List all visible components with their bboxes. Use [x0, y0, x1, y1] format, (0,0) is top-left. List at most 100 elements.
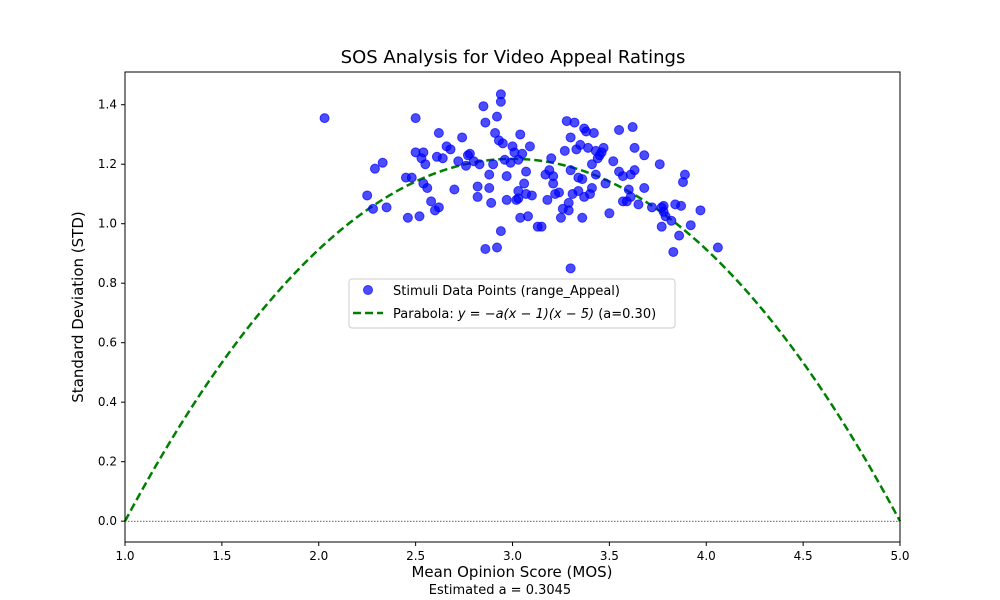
x-tick-label: 2.0: [309, 549, 328, 563]
legend: Stimuli Data Points (range_Appeal) Parab…: [348, 278, 676, 329]
data-point: [658, 200, 669, 211]
data-point: [656, 221, 667, 232]
data-point: [647, 202, 657, 213]
data-point: [604, 208, 615, 219]
y-tick-label: 1.4: [98, 98, 117, 112]
data-point: [695, 205, 706, 216]
data-point: [484, 169, 495, 180]
data-point: [484, 183, 495, 194]
data-point: [523, 211, 533, 222]
legend-box: [348, 278, 676, 329]
data-point: [676, 200, 687, 211]
data-point: [492, 242, 502, 253]
plot-area: [123, 71, 902, 543]
data-point: [536, 221, 547, 232]
data-point: [420, 159, 431, 170]
chart-title: SOS Analysis for Video Appeal Ratings: [341, 47, 686, 68]
data-point: [554, 187, 564, 198]
data-point: [548, 171, 559, 182]
data-point: [495, 226, 506, 237]
data-point: [381, 202, 392, 213]
y-axis-ticks: 0.0 0.2 0.4 0.6 0.8 1.0 1.2 1.4: [98, 98, 125, 528]
data-point: [627, 122, 638, 133]
data-point: [586, 183, 597, 194]
data-point: [521, 166, 532, 177]
data-point: [501, 194, 512, 205]
legend-label-curve: Parabola: y = −a(x − 1)(x − 5) (a=0.30): [393, 307, 656, 322]
data-point: [422, 183, 433, 194]
data-point: [588, 127, 599, 138]
data-point: [654, 159, 665, 170]
data-point: [488, 159, 499, 170]
data-point: [497, 138, 508, 149]
y-tick-label: 0.0: [98, 514, 117, 528]
y-axis-title: Standard Deviation (STD): [69, 211, 87, 402]
data-point: [598, 142, 609, 153]
y-tick-label: 0.8: [98, 276, 117, 290]
data-point: [453, 156, 464, 167]
data-point: [519, 178, 530, 189]
data-point: [633, 199, 644, 210]
x-tick-label: 3.0: [503, 549, 522, 563]
x-tick-label: 2.5: [406, 549, 425, 563]
data-point: [674, 230, 685, 241]
data-point: [590, 169, 601, 180]
data-point: [586, 159, 597, 170]
data-point: [362, 190, 373, 201]
data-point: [492, 111, 502, 122]
data-point: [639, 183, 650, 194]
data-point: [546, 153, 557, 164]
data-point: [668, 246, 679, 257]
data-point: [524, 141, 535, 152]
x-tick-label: 1.5: [212, 549, 231, 563]
y-tick-label: 1.0: [98, 217, 117, 231]
data-point: [577, 174, 588, 185]
data-point: [625, 191, 636, 202]
x-tick-label: 3.5: [600, 549, 619, 563]
data-point: [608, 156, 619, 167]
data-point: [377, 157, 388, 168]
data-point: [433, 127, 444, 138]
data-point: [573, 185, 584, 196]
data-point: [414, 211, 425, 222]
data-point: [600, 178, 611, 189]
parabola-curve: [123, 157, 902, 522]
legend-label-points: Stimuli Data Points (range_Appeal): [393, 284, 620, 299]
data-point: [565, 165, 576, 176]
x-tick-label: 1.0: [115, 549, 134, 563]
data-point: [629, 165, 640, 176]
data-point: [406, 172, 417, 183]
data-point: [501, 171, 512, 182]
data-point: [480, 243, 491, 254]
data-point: [685, 220, 696, 231]
y-tick-label: 0.2: [98, 455, 117, 469]
x-axis-title: Mean Opinion Score (MOS): [411, 563, 612, 581]
data-point: [368, 203, 378, 214]
x-axis-ticks: 1.0 1.5 2.0 2.5 3.0 3.5 4.0 4.5 5.0: [115, 542, 910, 563]
y-tick-label: 0.4: [98, 395, 117, 409]
data-point: [565, 263, 576, 274]
x-tick-label: 4.5: [794, 549, 813, 563]
data-point: [418, 147, 429, 158]
data-point: [319, 113, 330, 124]
y-tick-label: 1.2: [98, 157, 117, 171]
data-point: [461, 160, 471, 171]
data-point: [369, 163, 380, 174]
data-point: [629, 142, 640, 153]
data-point: [437, 153, 448, 164]
data-point: [515, 129, 526, 140]
data-point: [517, 148, 528, 159]
data-point: [457, 132, 468, 143]
legend-marker-points: [363, 285, 373, 295]
data-point: [559, 145, 570, 156]
data-point: [495, 89, 506, 100]
x-tick-label: 5.0: [890, 549, 909, 563]
data-point: [526, 190, 537, 201]
y-tick-label: 0.6: [98, 336, 117, 350]
data-point: [410, 113, 421, 124]
x-tick-label: 4.0: [697, 549, 716, 563]
data-point: [679, 169, 690, 180]
data-point: [486, 197, 497, 208]
data-point: [445, 144, 456, 155]
